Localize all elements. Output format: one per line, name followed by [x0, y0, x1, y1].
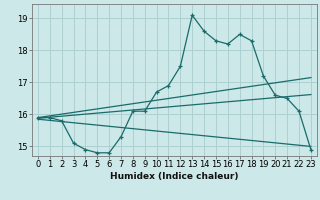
- X-axis label: Humidex (Indice chaleur): Humidex (Indice chaleur): [110, 172, 239, 181]
